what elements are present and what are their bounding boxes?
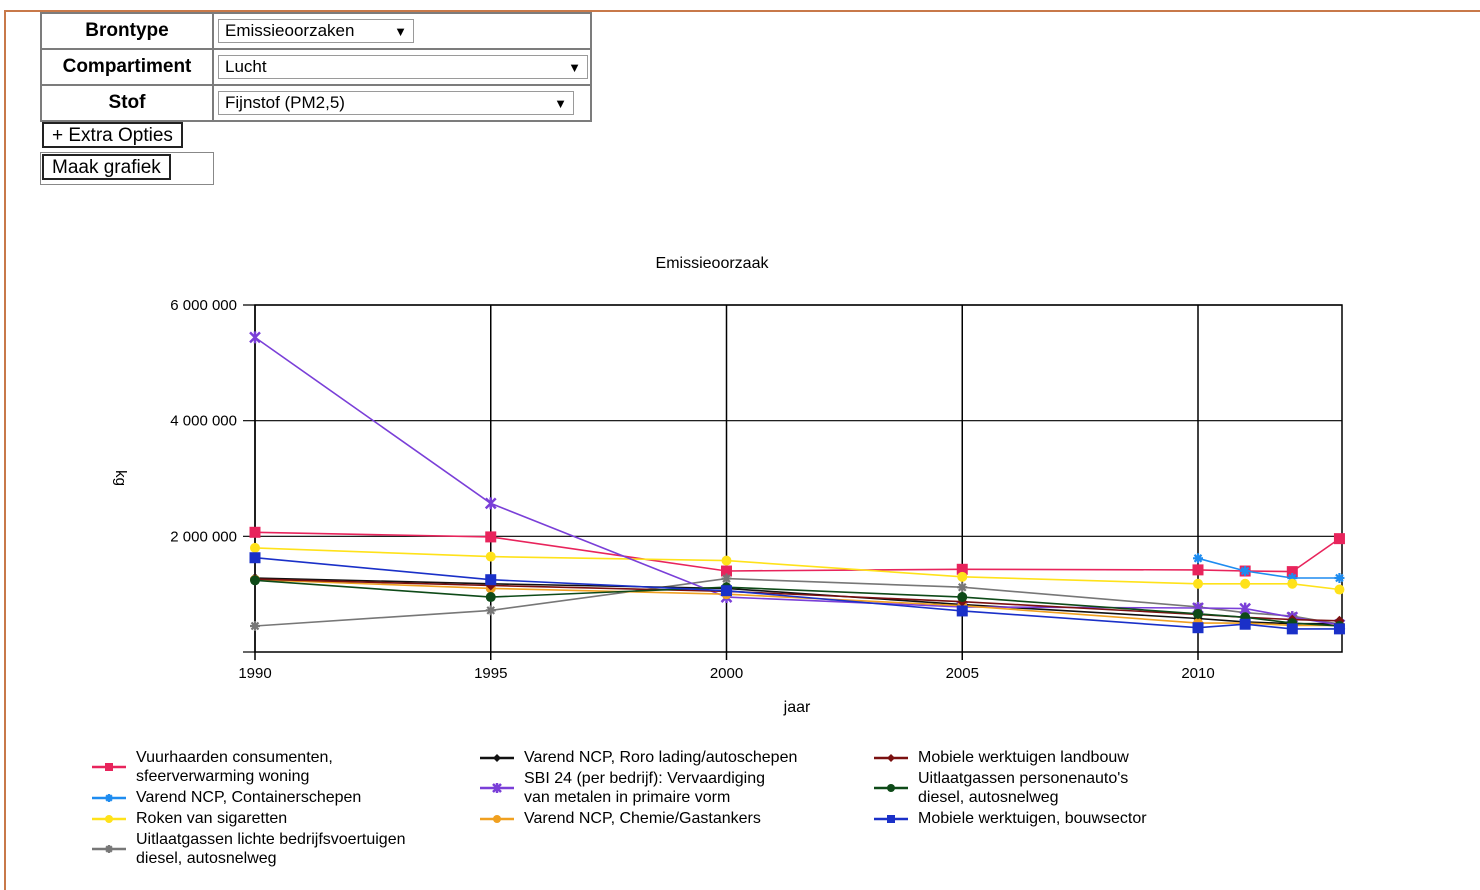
data-point (492, 783, 502, 793)
legend-label: Mobiele werktuigen landbouw (918, 748, 1129, 767)
stof-value: Fijnstof (PM2,5) (225, 93, 345, 112)
form-row-compartiment: Compartiment Lucht ▼ (40, 48, 592, 86)
legend-swatch (92, 794, 126, 802)
legend-swatch (874, 754, 908, 762)
compartiment-label: Compartiment (40, 48, 214, 86)
legend-label-line: sfeerverwarming woning (136, 768, 310, 785)
legend-label: Uitlaatgassen lichte bedrijfsvoertuigen d… (136, 830, 405, 868)
legend-label: Uitlaatgassen personenauto's diesel, auto… (918, 769, 1128, 807)
data-point (493, 754, 501, 762)
legend-label-line: Mobiele werktuigen landbouw (918, 749, 1129, 766)
data-point (105, 815, 113, 823)
legend-item: Vuurhaarden consumenten, sfeerverwarming … (90, 748, 333, 786)
data-point (887, 815, 895, 823)
legend-item: Uitlaatgassen personenauto's diesel, auto… (872, 769, 1128, 807)
legend-swatch (480, 783, 514, 793)
data-point (493, 815, 501, 823)
legend-label-line: Vuurhaarden consumenten, (136, 749, 333, 766)
legend-item: Varend NCP, Containerschepen (90, 788, 361, 807)
legend-label: Varend NCP, Roro lading/autoschepen (524, 748, 797, 767)
brontype-select[interactable]: Emissieoorzaken ▼ (218, 19, 414, 43)
legend-swatch (874, 784, 908, 792)
compartiment-value: Lucht (225, 57, 267, 76)
legend-label: Varend NCP, Chemie/Gastankers (524, 809, 761, 828)
chevron-down-icon: ▼ (394, 23, 407, 39)
brontype-value: Emissieoorzaken (225, 21, 355, 40)
legend-label-line: SBI 24 (per bedrijf): Vervaardiging (524, 770, 766, 787)
legend-label: SBI 24 (per bedrijf): Vervaardiging van m… (524, 769, 765, 807)
legend-label-line: diesel, autosnelweg (918, 789, 1059, 806)
legend-label-line: Uitlaatgassen lichte bedrijfsvoertuigen (136, 831, 406, 848)
page-frame (4, 10, 1480, 890)
legend-label: Vuurhaarden consumenten, sfeerverwarming … (136, 748, 333, 786)
legend-item: Roken van sigaretten (90, 809, 287, 828)
legend-item: Mobiele werktuigen, bouwsector (872, 809, 1147, 828)
legend-item: SBI 24 (per bedrijf): Vervaardiging van m… (478, 769, 765, 807)
legend-label-line: diesel, autosnelweg (136, 850, 277, 867)
legend-swatch (92, 845, 126, 853)
legend-swatch (92, 815, 126, 823)
legend-item: Varend NCP, Chemie/Gastankers (478, 809, 761, 828)
legend-label-line: Varend NCP, Roro lading/autoschepen (524, 749, 798, 766)
legend-item: Uitlaatgassen lichte bedrijfsvoertuigen d… (90, 830, 405, 868)
make-chart-button[interactable]: Maak grafiek (42, 154, 171, 180)
data-point (105, 845, 113, 853)
compartiment-select[interactable]: Lucht ▼ (218, 55, 588, 79)
data-point (887, 754, 895, 762)
extra-options-button[interactable]: + Extra Opties (42, 122, 183, 148)
legend-label: Varend NCP, Containerschepen (136, 788, 361, 807)
legend-label-line: Varend NCP, Containerschepen (136, 789, 362, 806)
chevron-down-icon: ▼ (554, 95, 567, 111)
data-point (887, 784, 895, 792)
legend-item: Varend NCP, Roro lading/autoschepen (478, 748, 797, 767)
legend-swatch (480, 754, 514, 762)
legend-label: Roken van sigaretten (136, 809, 287, 828)
brontype-label: Brontype (40, 12, 214, 50)
legend-swatch (92, 763, 126, 771)
stof-label: Stof (40, 84, 214, 122)
filter-form: Brontype Emissieoorzaken ▼ Compartiment … (40, 12, 592, 122)
legend-item: Mobiele werktuigen landbouw (872, 748, 1129, 767)
legend-label-line: Uitlaatgassen personenauto's (918, 770, 1129, 787)
legend-swatch (480, 815, 514, 823)
chevron-down-icon: ▼ (568, 59, 581, 75)
legend-label-line: Varend NCP, Chemie/Gastankers (524, 810, 761, 827)
make-chart-button-frame (40, 152, 214, 185)
legend-label-line: van metalen in primaire vorm (524, 789, 731, 806)
form-row-stof: Stof Fijnstof (PM2,5) ▼ (40, 84, 592, 122)
data-point (105, 794, 113, 802)
legend-swatch (874, 815, 908, 823)
data-point (105, 763, 113, 771)
form-row-brontype: Brontype Emissieoorzaken ▼ (40, 12, 592, 50)
chart-legend: Vuurhaarden consumenten, sfeerverwarming … (90, 748, 1240, 869)
legend-label: Mobiele werktuigen, bouwsector (918, 809, 1147, 828)
stof-select[interactable]: Fijnstof (PM2,5) ▼ (218, 91, 574, 115)
legend-label-line: Mobiele werktuigen, bouwsector (918, 810, 1147, 827)
legend-label-line: Roken van sigaretten (136, 810, 288, 827)
